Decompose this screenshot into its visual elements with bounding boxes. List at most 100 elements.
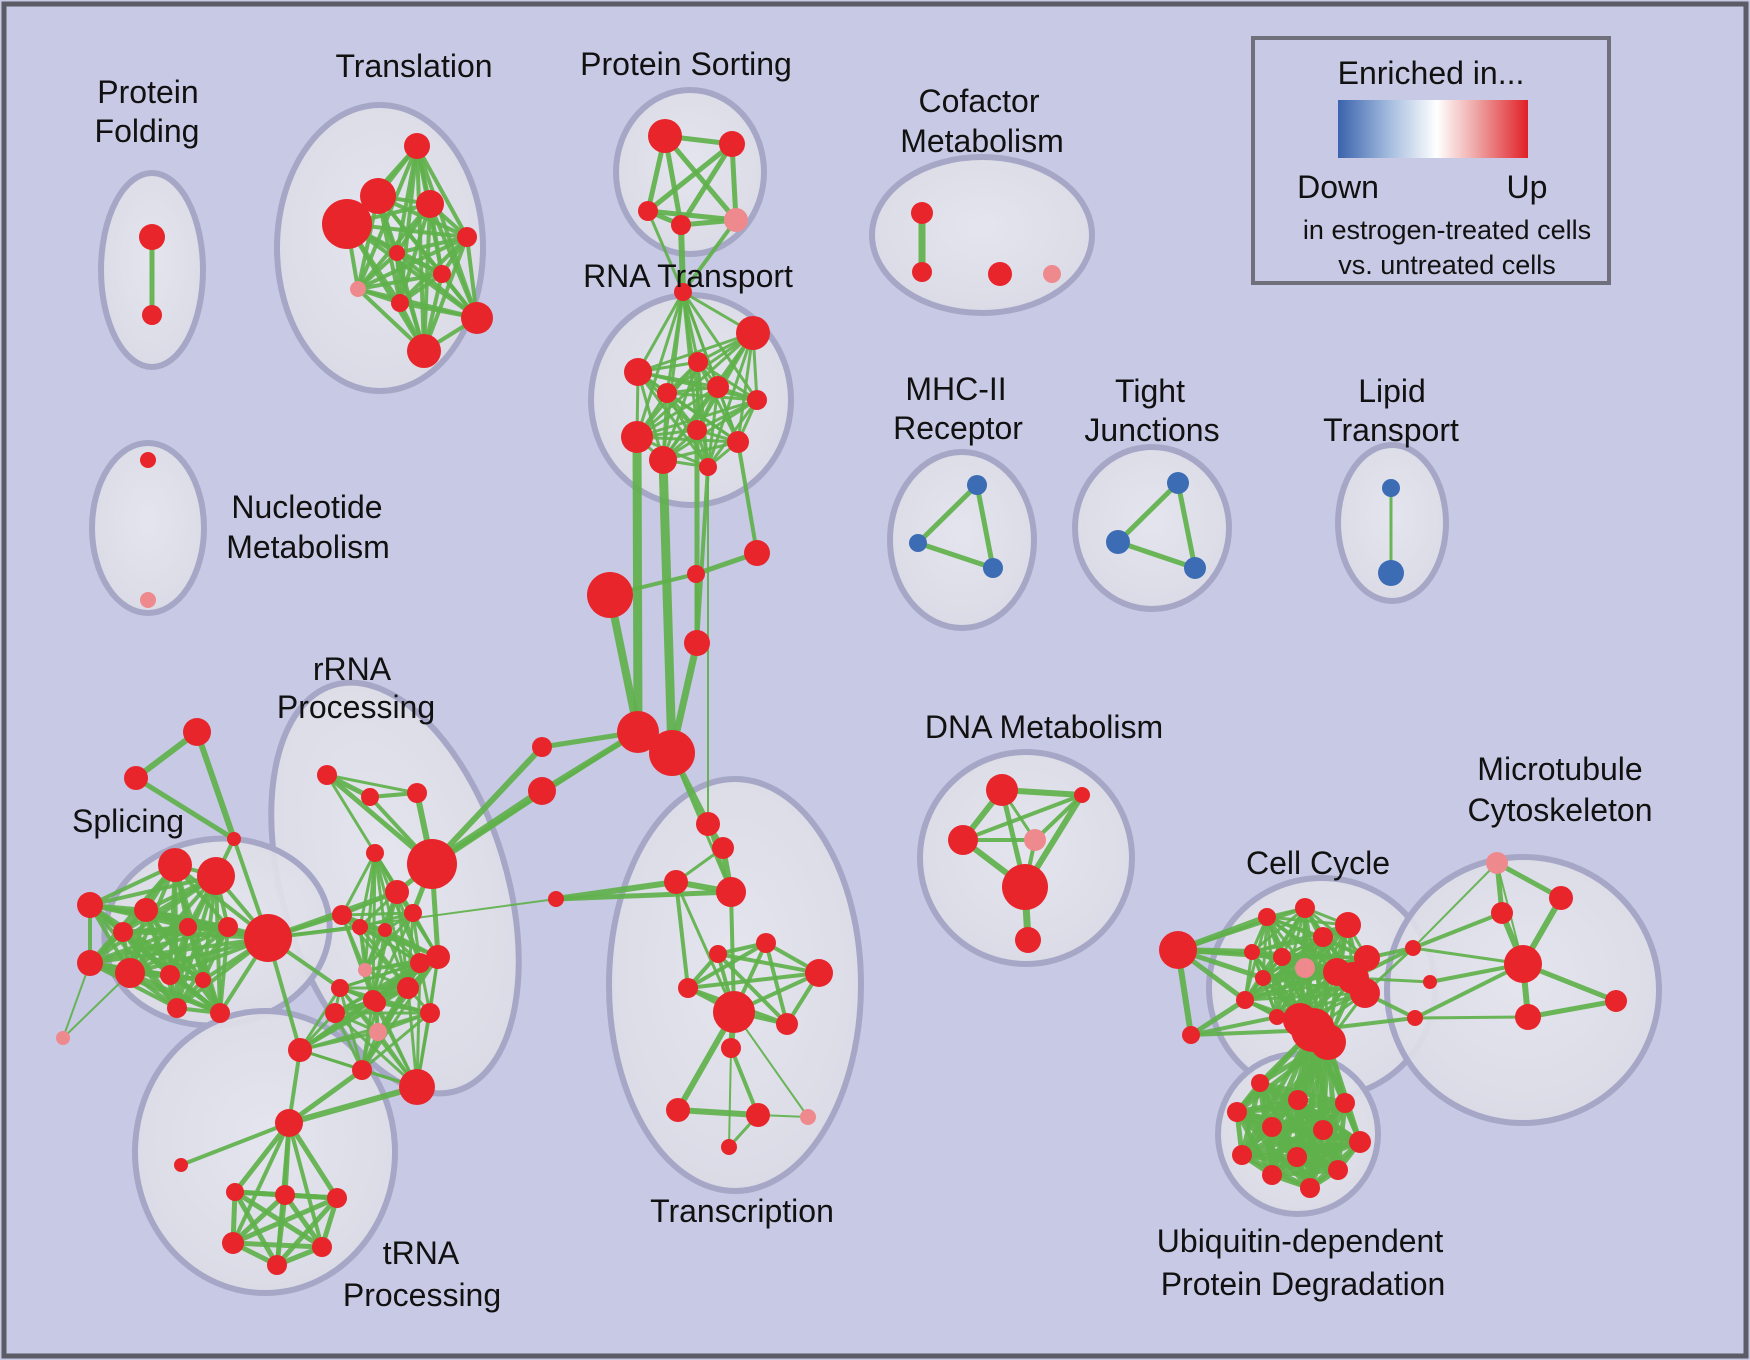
node-cc1 bbox=[1295, 898, 1315, 918]
edge bbox=[1325, 1041, 1341, 1171]
cluster-label-lipid-transport: Lipid bbox=[1358, 373, 1426, 409]
cluster-cofactor-metabolism-ellipse bbox=[869, 154, 1095, 316]
node-sp14 bbox=[210, 1003, 230, 1023]
edge bbox=[231, 1122, 291, 1244]
node-ps3 bbox=[638, 201, 658, 221]
edge bbox=[360, 1002, 379, 1071]
edge bbox=[415, 962, 422, 1088]
node-rr12 bbox=[410, 953, 430, 973]
node-tn3 bbox=[226, 1183, 244, 1201]
edge bbox=[687, 971, 820, 990]
node-rr10 bbox=[378, 923, 392, 937]
edge bbox=[299, 1030, 379, 1052]
cluster-label-cell-cycle: Cell Cycle bbox=[1246, 845, 1390, 881]
edge bbox=[340, 852, 377, 916]
legend-title: Enriched in... bbox=[1338, 55, 1525, 91]
edge bbox=[677, 1107, 759, 1118]
node-rt8 bbox=[687, 420, 707, 440]
legend-subtitle-line2: vs. untreated cells bbox=[1338, 250, 1556, 280]
node-cc0 bbox=[1159, 931, 1197, 969]
node-rt7 bbox=[747, 390, 767, 410]
node-tr4 bbox=[322, 199, 372, 249]
edge bbox=[632, 436, 643, 733]
node-tg2 bbox=[124, 766, 148, 790]
legend-subtitle-line1: in estrogen-treated cells bbox=[1303, 215, 1591, 245]
node-tx7 bbox=[805, 959, 833, 987]
cluster-label-ubiquitin-degradation: Protein Degradation bbox=[1161, 1266, 1446, 1302]
node-tn7 bbox=[312, 1237, 332, 1257]
edge bbox=[1244, 991, 1366, 1002]
node-tr11 bbox=[407, 334, 441, 368]
node-ch2 bbox=[687, 565, 705, 583]
node-mt2 bbox=[1549, 886, 1573, 910]
edge bbox=[1414, 1015, 1529, 1020]
node-tr7 bbox=[433, 265, 451, 283]
node-dn2 bbox=[1074, 787, 1090, 803]
node-rr16 bbox=[397, 977, 419, 999]
node-tn4 bbox=[275, 1185, 295, 1205]
node-nm2 bbox=[140, 592, 156, 608]
cluster-label-lipid-transport: Transport bbox=[1323, 412, 1459, 448]
node-dn4 bbox=[1024, 829, 1046, 851]
edge bbox=[916, 483, 979, 545]
node-ps1 bbox=[648, 119, 682, 153]
node-cc4 bbox=[1313, 927, 1333, 947]
edge bbox=[286, 1121, 340, 1200]
cluster-label-mhc-ii-receptor: Receptor bbox=[893, 410, 1023, 446]
edge bbox=[428, 203, 479, 319]
node-dn1 bbox=[986, 774, 1018, 806]
edge bbox=[661, 291, 685, 461]
cluster-label-splicing: Splicing bbox=[72, 803, 184, 839]
edge bbox=[89, 925, 229, 965]
node-sp6 bbox=[179, 918, 197, 936]
node-cf1 bbox=[911, 202, 933, 224]
edge bbox=[180, 1121, 290, 1167]
node-sp7 bbox=[218, 917, 238, 937]
edge bbox=[356, 251, 399, 291]
node-ub3 bbox=[1335, 1093, 1355, 1113]
node-tj1 bbox=[1167, 472, 1189, 494]
node-ch6 bbox=[528, 777, 556, 805]
edge bbox=[233, 1121, 291, 1194]
node-tr9 bbox=[391, 294, 409, 312]
edge bbox=[681, 291, 759, 401]
node-rr8 bbox=[404, 904, 422, 922]
node-ub6 bbox=[1313, 1120, 1333, 1140]
node-ub2 bbox=[1288, 1090, 1308, 1110]
node-dn5 bbox=[1002, 864, 1048, 910]
node-dn6 bbox=[1015, 927, 1041, 953]
legend-gradient-bar bbox=[1338, 100, 1528, 158]
edge bbox=[396, 235, 468, 255]
node-ub5 bbox=[1262, 1117, 1282, 1137]
node-tx4 bbox=[716, 877, 746, 907]
node-rt1 bbox=[674, 283, 692, 301]
node-cf2 bbox=[912, 262, 932, 282]
cluster-label-trna-processing: Processing bbox=[343, 1277, 501, 1313]
edge bbox=[606, 594, 642, 733]
node-tx5 bbox=[709, 945, 727, 963]
edge bbox=[646, 142, 734, 213]
edge bbox=[1175, 482, 1198, 569]
node-sp11 bbox=[160, 965, 180, 985]
node-sp2 bbox=[197, 857, 235, 895]
cluster-tight-junctions-ellipse bbox=[1072, 444, 1232, 612]
node-ch1 bbox=[587, 572, 633, 618]
node-rt2 bbox=[736, 316, 770, 350]
edge bbox=[717, 952, 820, 975]
node-cc17 bbox=[1310, 1024, 1346, 1060]
node-ps2 bbox=[719, 131, 745, 157]
edge bbox=[395, 891, 422, 964]
node-nm1 bbox=[140, 452, 156, 468]
edge bbox=[62, 962, 91, 1039]
cluster-label-protein-sorting: Protein Sorting bbox=[580, 46, 792, 82]
node-cc15 bbox=[1350, 978, 1380, 1008]
node-tg1 bbox=[183, 718, 211, 746]
edge bbox=[231, 1193, 287, 1245]
edge bbox=[232, 1195, 338, 1246]
node-cc11 bbox=[1255, 970, 1271, 986]
edge bbox=[681, 218, 738, 294]
cluster-label-rrna-processing: Processing bbox=[277, 689, 435, 725]
edge bbox=[175, 925, 230, 1010]
edge bbox=[299, 1001, 378, 1052]
edge bbox=[658, 459, 677, 754]
